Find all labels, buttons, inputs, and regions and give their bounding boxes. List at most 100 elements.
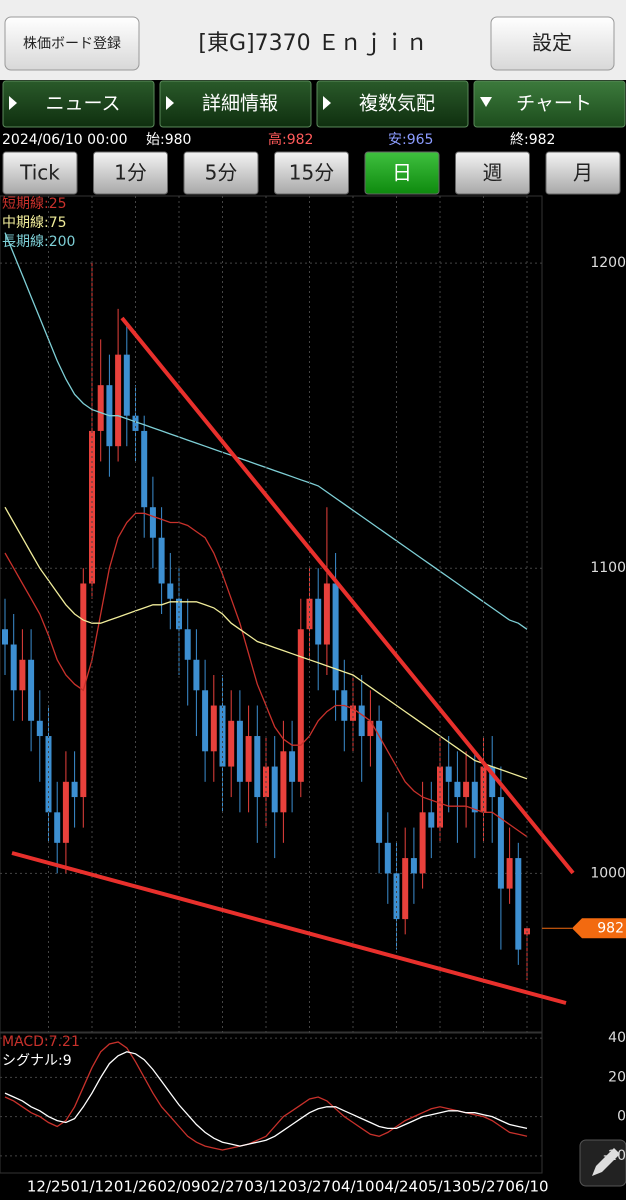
candle-body xyxy=(419,812,426,874)
tab[interactable] xyxy=(316,80,469,128)
x-tick-label: 06/10 xyxy=(505,1178,548,1196)
settings-button[interactable] xyxy=(490,16,615,71)
last-price-tag xyxy=(572,918,626,939)
y-tick-label: 1200 xyxy=(590,255,626,271)
tab-label: チャート xyxy=(516,93,592,115)
tab-label: 複数気配 xyxy=(359,93,435,115)
candle-body xyxy=(271,766,278,813)
x-tick-label: 01/26 xyxy=(114,1178,157,1196)
header-title: [東G]7370 Ｅｎｊｉｎ xyxy=(198,31,427,56)
timeframe-button[interactable] xyxy=(2,151,78,195)
candle-body xyxy=(471,781,478,813)
legend-entry: 中期線:75 xyxy=(2,215,67,231)
tab-label: 詳細情報 xyxy=(202,93,278,115)
x-tick-label: 02/27 xyxy=(201,1178,244,1196)
candle-body xyxy=(71,781,78,798)
settings-label: 設定 xyxy=(532,31,572,55)
candle-body xyxy=(332,583,339,691)
candle-body xyxy=(236,720,243,782)
candle-body xyxy=(358,705,365,737)
candle-body xyxy=(184,629,191,660)
timeframe-button[interactable] xyxy=(545,151,621,195)
x-tick-label: 01/12 xyxy=(70,1178,113,1196)
price-frame xyxy=(0,195,543,1033)
candle-body xyxy=(454,781,461,798)
candle-body xyxy=(54,812,61,843)
last-price-label: 982 xyxy=(597,920,624,936)
candle-body xyxy=(515,858,522,950)
info-open: 始:980 xyxy=(146,132,191,148)
candle-body xyxy=(245,736,252,782)
x-tick-label: 05/27 xyxy=(462,1178,505,1196)
info-close: 終:982 xyxy=(510,132,555,148)
x-tick-label: 12/25 xyxy=(27,1178,70,1196)
candle-body xyxy=(228,720,235,767)
timeframe-label: 15分 xyxy=(289,161,334,185)
tab-arrow xyxy=(9,96,17,110)
candle-body xyxy=(376,720,383,843)
timeframe-button[interactable] xyxy=(93,151,168,195)
legend-entry: MACD:7.21 xyxy=(2,1034,80,1050)
legend-entry: 短期線:25 xyxy=(2,196,67,212)
candle-body xyxy=(384,842,391,874)
candle-body xyxy=(323,583,330,645)
y-tick-label: -20 xyxy=(603,1148,626,1164)
tab-arrow xyxy=(166,96,174,110)
x-tick-label: 02/09 xyxy=(157,1178,200,1196)
board-button-label: 株価ボード登録 xyxy=(23,36,121,52)
trend-line xyxy=(120,316,575,875)
candle-body xyxy=(280,751,287,813)
timeframe-label: 5分 xyxy=(205,161,238,185)
timeframe-label: 月 xyxy=(573,161,593,185)
x-tick-label: 04/10 xyxy=(331,1178,374,1196)
tab[interactable] xyxy=(2,80,155,128)
timeframe-button[interactable] xyxy=(364,151,440,195)
y-tick-label: 1100 xyxy=(590,560,626,576)
price-chart: 短期線:25 中期線:75 長期線:200 xyxy=(0,195,572,1173)
legend-entry: シグナル:9 xyxy=(2,1053,72,1069)
candle-body xyxy=(123,354,130,416)
candle-body xyxy=(28,659,35,721)
info-date: 2024/06/10 00:00 xyxy=(2,132,128,148)
x-tick-label: 04/24 xyxy=(375,1178,418,1196)
tab[interactable] xyxy=(473,80,626,128)
candle-body xyxy=(463,781,470,798)
tab-arrow xyxy=(480,97,492,107)
candle-body xyxy=(167,583,174,599)
trend-lines xyxy=(11,316,575,1005)
candle-body xyxy=(297,629,304,782)
timeframe-button[interactable] xyxy=(455,151,530,195)
macd-frame xyxy=(0,1032,543,1174)
info-low: 安:965 xyxy=(388,132,433,148)
candle-body xyxy=(19,659,26,691)
candle-body xyxy=(45,736,52,813)
candle-body xyxy=(149,507,156,538)
candle-body xyxy=(10,644,17,691)
tab[interactable] xyxy=(159,80,312,128)
candle-body xyxy=(254,736,261,798)
y-tick-label: 40 xyxy=(608,1030,626,1046)
timeframe-button[interactable] xyxy=(274,151,349,195)
timeframe-button[interactable] xyxy=(183,151,259,195)
candle-body xyxy=(289,751,296,782)
macd-chart: MACD:7.21 シグナル:9 xyxy=(0,1032,543,1174)
x-tick-label: 05/13 xyxy=(418,1178,461,1196)
pencil-icon xyxy=(592,1148,620,1176)
line-series xyxy=(4,512,528,838)
tab-arrow xyxy=(323,96,331,110)
timeframe-label: Tick xyxy=(19,161,60,185)
candle-body xyxy=(193,659,200,691)
board-button[interactable] xyxy=(4,16,140,71)
line-series xyxy=(4,1041,528,1151)
candle-body xyxy=(445,766,452,782)
timeframe-label: 1分 xyxy=(114,161,147,185)
candle-body xyxy=(141,430,148,508)
candle-body xyxy=(62,781,69,843)
candle-body xyxy=(158,537,165,584)
trend-line xyxy=(11,851,567,1005)
candle-body xyxy=(36,720,43,737)
candle-body xyxy=(402,858,409,920)
y-tick-label: 1000 xyxy=(590,865,626,881)
candle-body xyxy=(176,598,182,630)
